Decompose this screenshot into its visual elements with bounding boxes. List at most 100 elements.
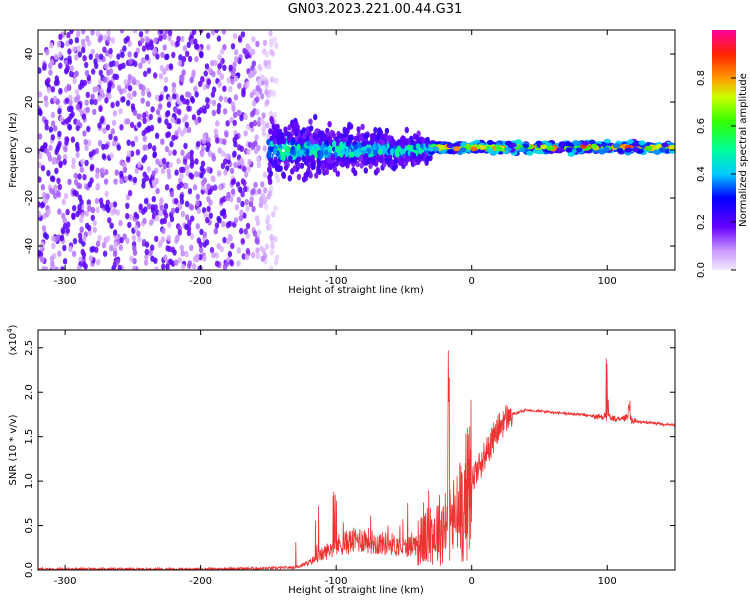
heatmap-cell — [52, 95, 58, 103]
heatmap-cell — [187, 188, 193, 195]
heatmap-cell — [157, 117, 162, 124]
colorbar-tick-label: 0.6 — [696, 118, 707, 134]
heatmap-cell — [58, 33, 63, 40]
heatmap-cell — [145, 100, 151, 108]
heatmap-cell — [625, 147, 632, 153]
heatmap-cell — [575, 147, 583, 153]
heatmap-cell — [373, 127, 378, 134]
heatmap-cell — [57, 183, 62, 191]
heatmap-cell — [120, 51, 125, 59]
heatmap-cell — [361, 140, 366, 147]
heatmap-cell — [61, 198, 66, 206]
heatmap-cell — [189, 76, 194, 84]
svg-text:(x104): (x104) — [6, 324, 19, 355]
colorbar-tick-label: 0.0 — [696, 262, 707, 278]
heatmap-cell — [332, 140, 337, 147]
heatmap-cell — [206, 142, 211, 149]
heatmap-cell — [270, 118, 275, 125]
heatmap-cell — [151, 195, 156, 203]
heatmap-cell — [233, 161, 238, 169]
heatmap-cell — [176, 35, 181, 43]
heatmap-cell — [222, 236, 227, 244]
heatmap-cell — [238, 186, 243, 194]
heatmap-cell — [204, 239, 210, 246]
heatmap-cell — [99, 168, 105, 175]
heatmap-cell — [50, 134, 55, 141]
heatmap-y-tick-label: -40 — [24, 238, 35, 254]
heatmap-cell — [405, 156, 411, 163]
heatmap-cell — [180, 250, 185, 257]
heatmap-cell — [46, 208, 51, 215]
heatmap-cell — [344, 158, 349, 166]
heatmap-cell — [221, 30, 227, 35]
heatmap-cell — [236, 196, 241, 204]
heatmap-cell — [69, 105, 74, 113]
heatmap-cell — [84, 69, 90, 77]
heatmap-cell — [241, 87, 246, 94]
heatmap-cell — [174, 259, 179, 266]
heatmap-cell — [181, 69, 186, 76]
heatmap-cell — [245, 205, 250, 212]
heatmap-cell — [88, 255, 94, 262]
heatmap-cell — [74, 36, 80, 44]
heatmap-cell — [85, 35, 90, 42]
heatmap-cell — [192, 184, 198, 191]
heatmap-cell — [136, 230, 141, 237]
heatmap-cell — [158, 103, 163, 110]
heatmap-cell — [200, 145, 206, 152]
heatmap-cell — [178, 54, 183, 61]
heatmap-cell — [271, 123, 277, 130]
heatmap-cell — [546, 145, 554, 151]
heatmap-cell — [123, 175, 129, 182]
heatmap-cell — [164, 30, 169, 34]
heatmap-cell — [251, 100, 257, 107]
heatmap-cell — [334, 160, 339, 167]
heatmap-cell — [308, 118, 313, 125]
heatmap-cell — [272, 159, 278, 166]
heatmap-cell — [228, 64, 233, 72]
heatmap-cell — [391, 139, 396, 146]
heatmap-cells — [38, 30, 675, 270]
heatmap-cell — [95, 85, 100, 92]
heatmap-cell — [603, 138, 611, 144]
heatmap-cell — [62, 244, 67, 252]
heatmap-cell — [42, 142, 48, 149]
heatmap-cell — [296, 144, 301, 151]
heatmap-cell — [296, 173, 302, 181]
heatmap-cell — [265, 133, 271, 140]
heatmap-cell — [190, 215, 195, 222]
heatmap-cell — [627, 139, 635, 145]
heatmap-cell — [147, 142, 153, 150]
heatmap-cell — [56, 41, 62, 48]
heatmap-cell — [275, 134, 281, 141]
heatmap-cell — [46, 170, 51, 177]
heatmap-cell — [216, 102, 222, 110]
heatmap-cell — [122, 87, 127, 94]
heatmap-y-tick-label: 0 — [24, 147, 35, 153]
heatmap-cell — [211, 109, 217, 117]
heatmap-cell — [211, 70, 216, 78]
heatmap-cell — [302, 133, 307, 140]
heatmap-cell — [200, 160, 206, 167]
heatmap-cell — [103, 34, 108, 41]
heatmap-cell — [60, 41, 65, 49]
heatmap-cell — [260, 181, 265, 188]
heatmap-cell — [393, 157, 398, 165]
heatmap-cell — [184, 200, 190, 208]
heatmap-cell — [229, 259, 234, 266]
heatmap-cell — [208, 212, 213, 219]
heatmap-cell — [59, 234, 65, 242]
heatmap-cell — [194, 171, 199, 178]
heatmap-cell — [121, 96, 126, 103]
heatmap-cell — [343, 131, 348, 138]
heatmap-cell — [66, 31, 71, 39]
heatmap-cell — [199, 228, 204, 236]
heatmap-cell — [58, 161, 63, 169]
heatmap-cell — [260, 118, 265, 125]
heatmap-cell — [194, 56, 199, 63]
heatmap-cell — [358, 154, 364, 162]
heatmap-cell — [104, 97, 109, 104]
heatmap-cell — [41, 266, 46, 270]
heatmap-cell — [96, 259, 101, 266]
heatmap-cell — [232, 119, 237, 127]
